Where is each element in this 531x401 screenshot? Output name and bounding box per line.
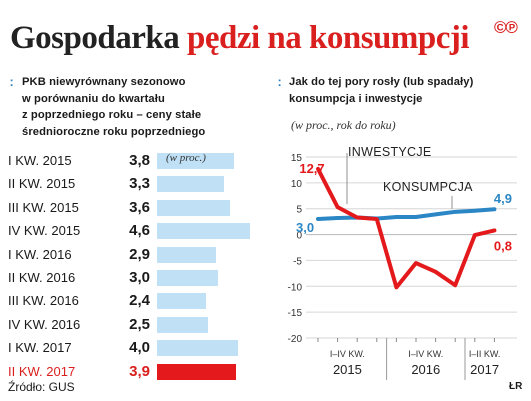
consumption-series-label: KONSUMPCJA [383,180,473,194]
investment-series-label: INWESTYCJE [348,145,432,159]
title-part-dark: Gospodarka [10,20,180,56]
bar [157,153,234,169]
bar-chart-title-line: w porównaniu do kwartału [22,92,165,105]
line-chart-unit-note: (w proc., rok do roku) [291,118,396,132]
bar-category-label: I KW. 2015 [8,153,72,168]
bar [157,199,230,216]
investment-last-value-label: 0,8 [494,238,512,253]
bar-category-label: IV KW. 2016 [8,316,81,332]
bar-value-label: 2,5 [129,315,150,333]
line-chart-title-line: Jak do tej pory rosły (lub spadały) [289,76,474,88]
bar-value-label: 4,6 [129,222,150,240]
y-tick-label: -15 [288,308,303,319]
y-tick-label: -10 [288,282,303,293]
bar-category-label: I KW. 2017 [8,340,72,356]
bar-highlighted [157,363,236,380]
page-title: Gospodarka pędzi na konsumpcji [10,18,470,58]
bar [157,316,208,333]
y-tick-label: -20 [288,334,303,345]
consumption-line [316,207,497,222]
consumption-first-value-label: 3,0 [296,220,314,235]
y-tick-label: -5 [293,256,302,267]
consumption-last-value-label: 4,9 [494,191,512,206]
y-tick-label: 10 [291,179,303,190]
section-marker-icon: : [8,76,16,90]
bar-value-label: 2,9 [129,245,150,263]
bar-category-label: I KW. 2016 [8,246,72,262]
bar-category-label: III KW. 2015 [8,199,79,215]
bar-value-label: 4,0 [129,339,150,357]
bar [157,176,224,193]
bar-value-label: 3,9 [129,362,150,380]
bar-category-label: II KW. 2015 [8,176,76,192]
title-part-red: pędzi na konsumpcji [186,20,470,56]
bar [157,246,216,263]
bar-chart-title: PKB niewyrównany sezonowo w porównaniu d… [22,74,205,140]
x-tick-quarters-label: I–II KW. [469,349,501,359]
bar-chart-unit-note: (w proc.) [166,152,206,164]
bar [157,340,238,357]
bar-value-label: 2,4 [129,292,150,310]
x-tick-year-label: 2015 [333,362,362,377]
bar-chart-title-line: średnioroczne roku poprzedniego [22,125,206,138]
x-tick-year-label: 2017 [470,362,499,377]
bar [157,270,218,286]
bar-value-label: 3,8 [129,152,150,169]
section-marker-icon: : [276,76,284,90]
bar-value-label: 3,6 [129,198,150,216]
bar [157,223,250,240]
bar-category-label: III KW. 2016 [8,293,79,309]
x-tick-quarters-label: I–IV KW. [330,349,365,359]
bar-value-label: 3,0 [129,269,150,286]
investment-line [316,166,497,290]
investment-first-value-label: 12,7 [299,161,324,176]
copyright-icon: ©℗ [494,18,518,37]
x-tick-quarters-label: I–IV KW. [408,349,443,359]
bar [157,293,206,310]
y-tick-label: 0 [296,231,302,242]
author-credit: ŁR [509,381,523,392]
bar-value-label: 3,3 [129,175,150,193]
bar-chart-title-line: z poprzedniego roku – ceny stałe [22,109,202,121]
bar-category-label: IV KW. 2015 [8,223,81,239]
y-tick-label: 15 [291,153,303,164]
line-chart-title-line: konsumpcja i inwestycje [289,92,423,105]
y-tick-label: 5 [296,205,302,216]
x-tick-year-label: 2016 [411,362,440,377]
bar-chart-title-line: PKB niewyrównany sezonowo [22,76,186,88]
source-note: Źródło: GUS [8,380,75,394]
line-chart-title: Jak do tej pory rosły (lub spadały) kons… [289,74,473,107]
bar-category-label: II KW. 2017 [8,363,76,379]
bar-category-label: II KW. 2016 [8,270,76,285]
